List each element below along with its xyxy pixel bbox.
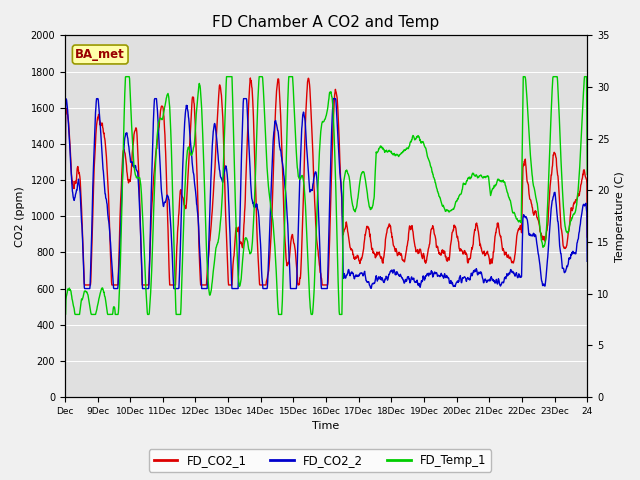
X-axis label: Time: Time [312, 421, 340, 432]
Text: BA_met: BA_met [76, 48, 125, 61]
Legend: FD_CO2_1, FD_CO2_2, FD_Temp_1: FD_CO2_1, FD_CO2_2, FD_Temp_1 [149, 449, 491, 472]
Y-axis label: CO2 (ppm): CO2 (ppm) [15, 186, 25, 247]
Y-axis label: Temperature (C): Temperature (C) [615, 171, 625, 262]
Title: FD Chamber A CO2 and Temp: FD Chamber A CO2 and Temp [212, 15, 440, 30]
